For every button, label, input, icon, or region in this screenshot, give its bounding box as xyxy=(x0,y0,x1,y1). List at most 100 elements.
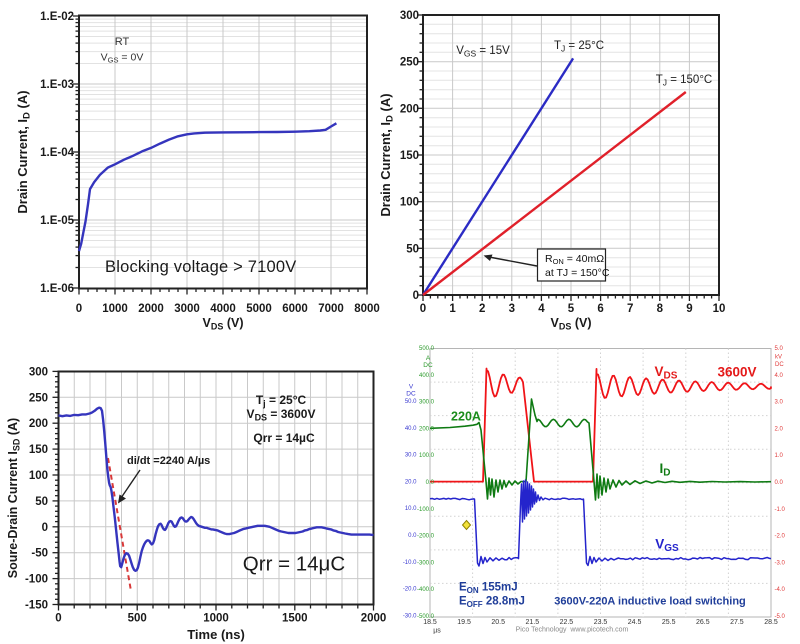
svg-text:500: 500 xyxy=(128,613,147,625)
svg-text:-2.0: -2.0 xyxy=(775,534,786,540)
svg-text:200.0: 200.0 xyxy=(419,426,435,432)
svg-text:3000: 3000 xyxy=(174,303,200,315)
svg-text:0: 0 xyxy=(413,290,419,302)
svg-text:150: 150 xyxy=(400,150,419,162)
svg-text:di/dt =2240 A/µs: di/dt =2240 A/µs xyxy=(127,455,210,467)
svg-text:25.5: 25.5 xyxy=(662,619,676,626)
svg-text:200: 200 xyxy=(29,418,48,430)
svg-text:40.0: 40.0 xyxy=(405,426,417,432)
svg-text:1.E-03: 1.E-03 xyxy=(40,79,74,91)
svg-text:5000: 5000 xyxy=(246,303,272,315)
svg-text:100: 100 xyxy=(29,470,48,482)
svg-text:24.5: 24.5 xyxy=(628,619,642,626)
svg-text:VDS (V): VDS (V) xyxy=(203,316,244,332)
svg-text:1000: 1000 xyxy=(102,303,128,315)
svg-text:Drain Current, ID (A): Drain Current, ID (A) xyxy=(15,90,33,213)
svg-text:21.5: 21.5 xyxy=(525,619,539,626)
svg-text:100.0: 100.0 xyxy=(419,453,435,459)
svg-text:2: 2 xyxy=(479,303,485,315)
svg-text:10: 10 xyxy=(713,303,726,315)
svg-text:200: 200 xyxy=(400,103,419,115)
svg-text:VGS = 15V: VGS = 15V xyxy=(456,45,510,59)
svg-text:VDS = 3600V: VDS = 3600V xyxy=(247,407,316,423)
svg-text:0: 0 xyxy=(76,303,82,315)
svg-text:-1.0: -1.0 xyxy=(775,507,786,513)
svg-text:VGS = 0V: VGS = 0V xyxy=(101,52,144,65)
svg-text:TJ = 25°C: TJ = 25°C xyxy=(554,40,604,54)
svg-text:TJ = 150°C: TJ = 150°C xyxy=(656,74,712,88)
svg-text:0.0: 0.0 xyxy=(775,480,784,486)
svg-text:RT: RT xyxy=(115,36,130,48)
svg-text:1.E-05: 1.E-05 xyxy=(40,215,74,227)
svg-text:-30.0: -30.0 xyxy=(403,613,417,619)
svg-text:1.E-02: 1.E-02 xyxy=(40,11,74,23)
svg-text:0: 0 xyxy=(42,522,48,534)
svg-text:250: 250 xyxy=(29,392,48,404)
svg-text:Blocking voltage > 7100V: Blocking voltage > 7100V xyxy=(105,258,296,276)
svg-text:V: V xyxy=(409,384,414,391)
svg-text:0.0: 0.0 xyxy=(408,533,417,539)
svg-text:DC: DC xyxy=(406,391,416,398)
svg-text:500.0: 500.0 xyxy=(419,346,435,352)
svg-text:1000: 1000 xyxy=(203,613,229,625)
svg-text:-4.0: -4.0 xyxy=(775,587,786,593)
svg-text:-50: -50 xyxy=(31,548,48,560)
svg-text:1.0: 1.0 xyxy=(775,453,784,459)
svg-text:3600V: 3600V xyxy=(717,365,756,380)
svg-text:-400.0: -400.0 xyxy=(417,587,435,593)
svg-text:VDS (V): VDS (V) xyxy=(551,316,592,332)
svg-text:3600V-220A inductive load swit: 3600V-220A inductive load switching xyxy=(554,596,746,608)
svg-text:26.5: 26.5 xyxy=(696,619,710,626)
svg-text:150: 150 xyxy=(29,444,48,456)
svg-text:-500.0: -500.0 xyxy=(417,614,435,620)
svg-text:5: 5 xyxy=(568,303,575,315)
svg-text:Pico Technology www.picotech.: Pico Technology www.picotech.com xyxy=(516,627,629,634)
svg-text:3.0: 3.0 xyxy=(775,400,784,406)
svg-text:-3.0: -3.0 xyxy=(775,560,786,566)
svg-text:220A: 220A xyxy=(451,410,481,424)
svg-text:8000: 8000 xyxy=(354,303,380,315)
svg-text:100: 100 xyxy=(400,197,419,209)
svg-text:10.0: 10.0 xyxy=(405,506,417,512)
svg-text:9: 9 xyxy=(686,303,692,315)
svg-text:kV: kV xyxy=(775,355,782,361)
svg-text:-100: -100 xyxy=(25,574,48,586)
svg-text:-150: -150 xyxy=(25,600,48,612)
svg-text:Qrr = 14µC: Qrr = 14µC xyxy=(253,431,315,445)
svg-text:1: 1 xyxy=(449,303,456,315)
svg-text:µs: µs xyxy=(433,628,441,635)
svg-text:0.0: 0.0 xyxy=(426,480,435,486)
svg-text:27.5: 27.5 xyxy=(730,619,744,626)
svg-text:5.0: 5.0 xyxy=(775,346,784,352)
svg-text:DC: DC xyxy=(423,362,433,369)
svg-text:50: 50 xyxy=(35,496,48,508)
svg-text:Tj = 25°C: Tj = 25°C xyxy=(256,393,307,409)
svg-text:20.0: 20.0 xyxy=(405,479,417,485)
svg-text:-200.0: -200.0 xyxy=(417,534,435,540)
svg-text:50: 50 xyxy=(406,243,419,255)
svg-text:-10.0: -10.0 xyxy=(403,560,417,566)
svg-text:ID: ID xyxy=(660,461,671,479)
svg-text:250: 250 xyxy=(400,57,419,69)
svg-text:Soure-Drain Current ISD (A): Soure-Drain Current ISD (A) xyxy=(6,418,22,578)
svg-text:0: 0 xyxy=(420,303,426,315)
svg-text:1500: 1500 xyxy=(282,613,308,625)
svg-text:-100.0: -100.0 xyxy=(417,507,435,513)
svg-text:DC: DC xyxy=(775,362,784,368)
svg-text:1.E-06: 1.E-06 xyxy=(40,283,74,295)
svg-text:300: 300 xyxy=(400,10,419,22)
svg-text:A: A xyxy=(426,355,431,362)
svg-text:20.5: 20.5 xyxy=(491,619,505,626)
svg-text:7000: 7000 xyxy=(318,303,344,315)
svg-text:Time (ns): Time (ns) xyxy=(187,627,245,642)
svg-text:0: 0 xyxy=(55,613,61,625)
svg-text:6: 6 xyxy=(597,303,603,315)
svg-text:23.5: 23.5 xyxy=(594,619,608,626)
svg-text:2.0: 2.0 xyxy=(775,426,784,432)
svg-text:300: 300 xyxy=(29,366,48,378)
svg-text:30.0: 30.0 xyxy=(405,453,417,459)
svg-text:2000: 2000 xyxy=(361,613,387,625)
svg-text:300.0: 300.0 xyxy=(419,400,435,406)
svg-text:19.5: 19.5 xyxy=(457,619,471,626)
svg-text:-300.0: -300.0 xyxy=(417,560,435,566)
